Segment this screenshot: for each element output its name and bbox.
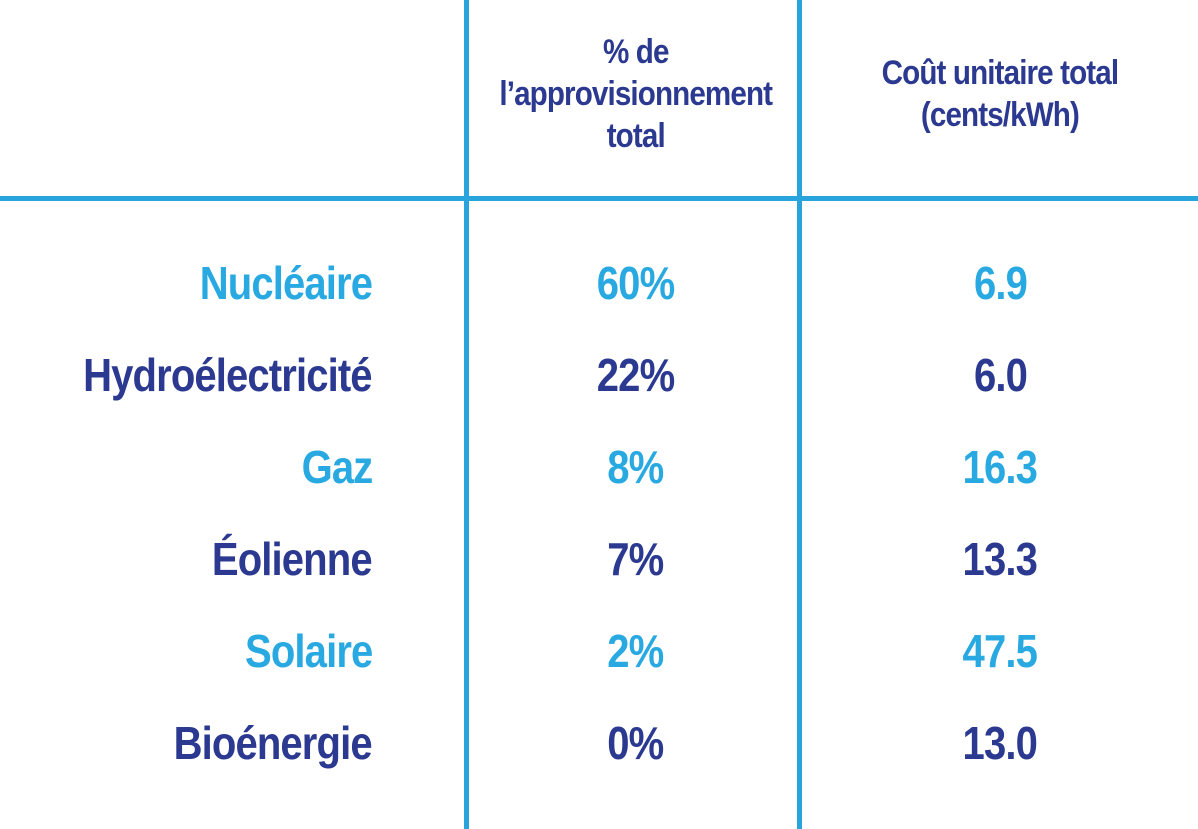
cost-value: 6.0 [973,349,1027,401]
supply-cell: 0% [469,720,802,766]
cost-cell: 47.5 [802,628,1198,674]
supply-value: 2% [607,625,664,677]
cost-value: 47.5 [962,625,1038,677]
cost-column-header: Coût unitaire total (cents/kWh) [802,52,1198,150]
table-row: Hydroélectricité 22% 6.0 [0,329,1198,421]
source-cell: Gaz [0,444,469,490]
cost-cell: 6.0 [802,352,1198,398]
supply-value: 8% [607,441,664,493]
cost-value: 13.0 [962,717,1038,769]
supply-value: 0% [607,717,664,769]
source-label: Bioénergie [173,717,373,769]
table-row: Bioénergie 0% 13.0 [0,697,1198,789]
supply-cell: 2% [469,628,802,674]
table-row: Nucléaire 60% 6.9 [0,237,1198,329]
source-cell: Solaire [0,628,469,674]
supply-cell: 60% [469,260,802,306]
cost-value: 6.9 [973,257,1027,309]
source-label: Gaz [301,441,373,493]
supply-cell: 8% [469,444,802,490]
table-row: Éolienne 7% 13.3 [0,513,1198,605]
cost-cell: 13.0 [802,720,1198,766]
supply-cell: 22% [469,352,802,398]
source-label: Hydroélectricité [83,349,372,401]
cost-value: 13.3 [962,533,1038,585]
empty-header-cell [0,94,469,108]
column-divider-right [797,0,802,829]
cost-value: 16.3 [962,441,1038,493]
table-row: Solaire 2% 47.5 [0,605,1198,697]
supply-column-header: % de l’approvisionnement total [469,31,802,171]
source-cell: Hydroélectricité [0,352,469,398]
cost-cell: 6.9 [802,260,1198,306]
supply-cell: 7% [469,536,802,582]
source-cell: Éolienne [0,536,469,582]
cost-cell: 13.3 [802,536,1198,582]
header-row: % de l’approvisionnement total Coût unit… [0,0,1198,201]
source-label: Nucléaire [199,257,373,309]
source-label: Solaire [244,625,373,677]
supply-value: 60% [596,257,675,309]
header-divider [0,196,1198,201]
supply-value: 7% [607,533,664,585]
source-cell: Bioénergie [0,720,469,766]
cost-cell: 16.3 [802,444,1198,490]
source-label: Éolienne [212,533,373,585]
table-row: Gaz 8% 16.3 [0,421,1198,513]
source-cell: Nucléaire [0,260,469,306]
supply-column-header-label: % de l’approvisionnement total [499,32,773,155]
column-divider-left [464,0,469,829]
cost-column-header-label: Coût unitaire total (cents/kWh) [881,53,1119,134]
supply-value: 22% [596,349,675,401]
